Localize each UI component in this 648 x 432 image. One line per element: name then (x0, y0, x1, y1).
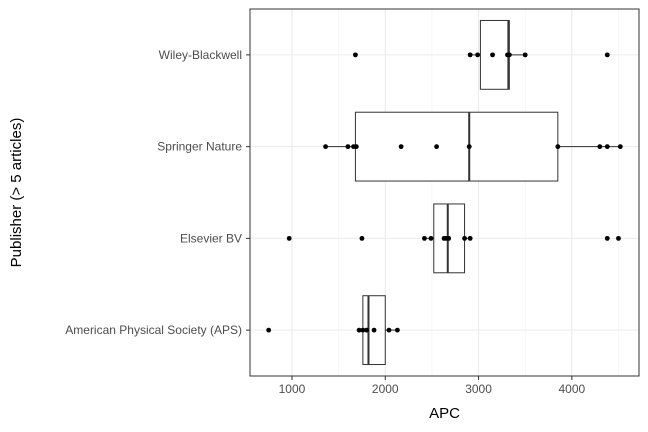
x-axis: 1000 2000 3000 4000 (279, 376, 586, 396)
data-point (394, 327, 400, 333)
y-tick-label: Wiley-Blackwell (159, 48, 242, 62)
data-point (462, 235, 467, 241)
data-point (353, 52, 358, 58)
y-axis-title: Publisher (> 5 articles) (8, 118, 25, 268)
data-point (475, 52, 481, 58)
data-point (353, 144, 359, 150)
data-point (617, 144, 623, 150)
x-axis-title: APC (429, 405, 460, 422)
data-point (604, 52, 610, 58)
y-tick-label: Springer Nature (157, 140, 242, 154)
panel-border (249, 8, 640, 377)
box-iqr (354, 111, 559, 182)
data-point (422, 235, 427, 241)
data-point (356, 327, 362, 333)
data-point (345, 144, 351, 150)
major-gridlines (250, 9, 639, 376)
data-point (323, 144, 328, 150)
data-point (466, 144, 472, 150)
data-point (371, 327, 377, 333)
x-tick-label: 4000 (558, 382, 585, 396)
data-point (555, 144, 561, 150)
y-axis: American Physical Society (APS) Elsevier … (65, 48, 250, 337)
data-point (467, 235, 473, 241)
boxes-layer (325, 19, 621, 366)
y-tick-label: Elsevier BV (180, 231, 242, 245)
data-point (286, 235, 292, 241)
data-point (604, 235, 610, 241)
data-point (364, 327, 370, 333)
data-point (266, 327, 272, 333)
minor-gridlines (338, 9, 619, 376)
data-point (434, 144, 439, 150)
data-point (360, 327, 366, 333)
x-tick-label: 2000 (372, 382, 399, 396)
data-point (359, 235, 365, 241)
data-point (446, 235, 452, 241)
data-point (506, 52, 512, 58)
data-point (604, 144, 610, 150)
panel-background (250, 9, 639, 376)
x-tick-label: 3000 (465, 382, 492, 396)
data-point (398, 144, 404, 150)
data-point (467, 52, 473, 58)
y-tick-label: American Physical Society (APS) (65, 323, 242, 337)
data-point (597, 144, 603, 150)
data-point (428, 235, 434, 241)
data-point (490, 52, 495, 58)
data-point (522, 52, 528, 58)
data-point (616, 235, 621, 241)
x-tick-label: 1000 (279, 382, 306, 396)
data-point (386, 327, 392, 333)
points-layer (266, 52, 623, 333)
